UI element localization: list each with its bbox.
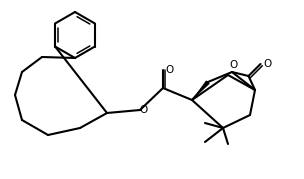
Polygon shape	[192, 80, 210, 100]
Text: O: O	[166, 65, 174, 75]
Text: O: O	[263, 59, 272, 69]
Text: O: O	[230, 60, 238, 70]
Text: O: O	[140, 105, 148, 115]
